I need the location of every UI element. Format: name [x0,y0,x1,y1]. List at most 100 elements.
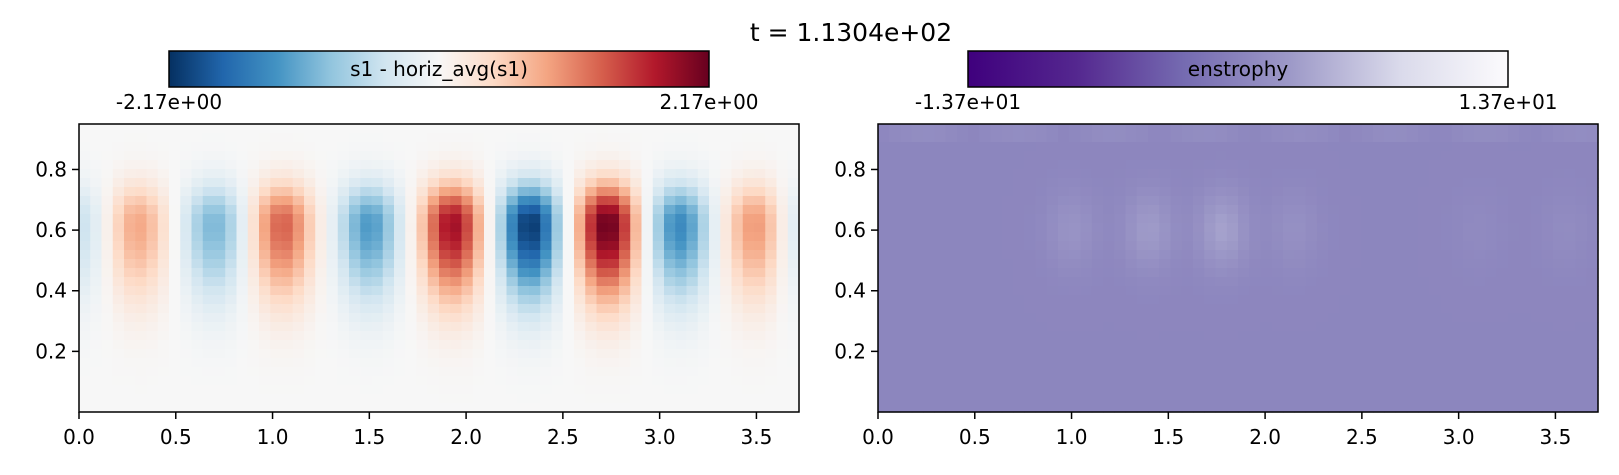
heatmap-cell [1553,313,1565,323]
heatmap-cell [417,232,429,242]
heatmap-cell [1396,322,1408,332]
heatmap-cell [619,268,631,278]
heatmap-cell [653,259,665,269]
heatmap-cell [1587,331,1599,341]
heatmap-cell [1497,160,1509,170]
heatmap-cell [574,322,586,332]
heatmap-cell [338,403,350,413]
heatmap-cell [1564,223,1576,233]
heatmap-cell [102,151,114,161]
heatmap-cell [529,313,541,323]
heatmap-cell [1441,394,1453,404]
heatmap-cell [259,196,271,206]
heatmap-cell [642,394,654,404]
heatmap-cell [619,376,631,386]
heatmap-cell [1148,286,1160,296]
heatmap-cell [439,178,451,188]
heatmap-cell [1137,259,1149,269]
heatmap-cell [687,142,699,152]
heatmap-cell [642,169,654,179]
heatmap-cell [1159,331,1171,341]
heatmap-cell [518,232,530,242]
heatmap-cell [1002,259,1014,269]
heatmap-cell [1486,151,1498,161]
heatmap-cell [1508,340,1520,350]
heatmap-cell [1182,259,1194,269]
heatmap-cell [1306,232,1318,242]
heatmap-cell [237,349,249,359]
heatmap-cell [642,277,654,287]
heatmap-cell [574,205,586,215]
heatmap-cell [1261,250,1273,260]
heatmap-cell [259,349,271,359]
heatmap-cell [1564,169,1576,179]
heatmap-cell [1204,286,1216,296]
heatmap-cell [1587,160,1599,170]
heatmap-cell [349,367,361,377]
heatmap-cell [327,259,339,269]
heatmap-cell [675,169,687,179]
heatmap-cell [934,313,946,323]
heatmap-cell [878,232,890,242]
heatmap-cell [270,133,282,143]
heatmap-cell [383,124,395,134]
heatmap-cell [1283,232,1295,242]
heatmap-cell [1114,349,1126,359]
heatmap-cell [597,286,609,296]
heatmap-cell [259,295,271,305]
heatmap-cell [225,268,237,278]
heatmap-cell [1204,151,1216,161]
heatmap-cell [664,223,676,233]
heatmap-cell [1396,286,1408,296]
heatmap-cell [923,385,935,395]
heatmap-cell [1407,196,1419,206]
heatmap-cell [1283,259,1295,269]
heatmap-cell [1384,259,1396,269]
heatmap-cell [169,214,181,224]
heatmap-cell [687,178,699,188]
heatmap-cell [135,403,147,413]
heatmap-cell [1171,331,1183,341]
heatmap-cell [1328,322,1340,332]
heatmap-cell [203,358,215,368]
heatmap-cell [1272,142,1284,152]
heatmap-cell [192,340,204,350]
heatmap-cell [1193,169,1205,179]
heatmap-cell [732,403,744,413]
heatmap-cell [1024,277,1036,287]
heatmap-cell [237,124,249,134]
heatmap-cell [754,124,766,134]
heatmap-cell [1553,331,1565,341]
heatmap-cell [315,124,327,134]
heatmap-cell [946,187,958,197]
heatmap-cell [709,286,721,296]
heatmap-cell [1576,187,1588,197]
heatmap-cell [203,151,215,161]
heatmap-cell [1519,358,1531,368]
heatmap-cell [585,124,597,134]
heatmap-cell [1024,214,1036,224]
heatmap-cell [225,232,237,242]
heatmap-cell [102,268,114,278]
heatmap-cell [270,349,282,359]
heatmap-cell [1193,349,1205,359]
heatmap-cell [1002,196,1014,206]
heatmap-cell [1182,169,1194,179]
heatmap-cell [282,367,294,377]
heatmap-cell [1171,187,1183,197]
heatmap-cell [664,124,676,134]
heatmap-cell [540,376,552,386]
heatmap-cell [1159,295,1171,305]
heatmap-cell [1339,322,1351,332]
heatmap-cell [1463,268,1475,278]
heatmap-cell [372,151,384,161]
heatmap-cell [237,358,249,368]
heatmap-cell [709,142,721,152]
heatmap-cell [113,196,125,206]
heatmap-cell [135,187,147,197]
heatmap-cell [529,151,541,161]
heatmap-cell [1024,331,1036,341]
heatmap-cell [1531,151,1543,161]
heatmap-cell [1294,349,1306,359]
heatmap-cell [597,142,609,152]
